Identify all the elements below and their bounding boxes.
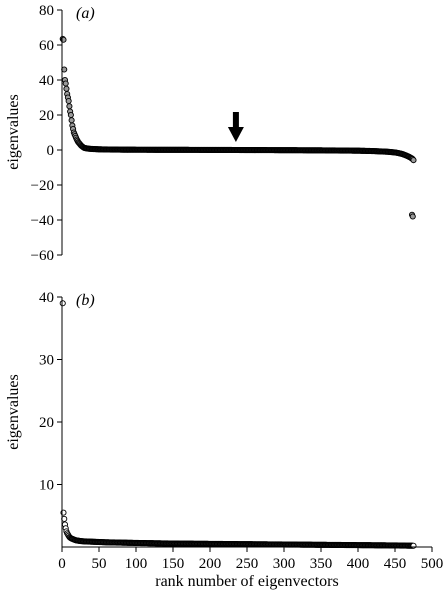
panel-a-data-point — [67, 111, 74, 119]
panel-b-y-tick-label: 20 — [39, 415, 54, 431]
panel-a-data-point — [409, 213, 416, 220]
panel-b-y-tick-label: 30 — [39, 353, 54, 369]
panel-a-y-tick-label: 60 — [39, 38, 54, 54]
panel-b-x-tick-label: 200 — [199, 556, 222, 572]
panel-b-data-points — [59, 300, 417, 549]
panel-a: (a) 80 60 40 20 0 −20 −40 −60 eigenvalues — [5, 3, 417, 264]
panel-a-data-points — [59, 35, 417, 220]
panel-a-y-tick-label: −60 — [31, 248, 54, 264]
panel-b-x-axis-title: rank number of eigenvectors — [155, 573, 338, 590]
panel-b: (b) 40 30 20 10 0 50 100 150 200 250 300 350 400 450… — [5, 290, 443, 590]
panel-a-data-point — [62, 80, 69, 87]
arrow-shaft — [232, 112, 239, 128]
panel-b-data-point — [410, 542, 417, 549]
panel-b-x-tick-label: 150 — [162, 556, 185, 572]
panel-a-data-point — [63, 85, 70, 92]
panel-b-x-tick-label: 100 — [125, 556, 148, 572]
panel-a-data-point — [65, 97, 72, 105]
panel-b-x-ticks: 0 50 100 150 200 250 300 350 400 450 500 — [58, 547, 443, 572]
panel-a-y-tick-label: −40 — [31, 213, 54, 229]
panel-a-data-point — [410, 157, 417, 164]
panel-b-x-tick-label: 250 — [236, 556, 259, 572]
panel-b-x-tick-label: 450 — [384, 556, 407, 572]
panel-b-y-axis-title: eigenvalues — [5, 374, 22, 450]
panel-a-y-tick-label: 0 — [47, 143, 55, 159]
panel-a-y-tick-label: 80 — [39, 3, 54, 19]
panel-b-x-tick-label: 500 — [421, 556, 444, 572]
panel-b-y-tick-label: 10 — [39, 478, 54, 494]
panel-b-x-tick-label: 400 — [347, 556, 370, 572]
panel-b-y-ticks: 40 30 20 10 — [39, 290, 62, 494]
panel-a-data-point — [68, 117, 75, 124]
panel-a-y-tick-label: 20 — [39, 108, 54, 124]
panel-b-x-tick-label: 50 — [92, 556, 107, 572]
panel-a-y-tick-label: 40 — [39, 73, 54, 89]
panel-b-x-tick-label: 0 — [58, 556, 66, 572]
panel-b-x-tick-label: 300 — [273, 556, 296, 572]
panel-a-label: (a) — [76, 5, 95, 22]
panel-b-x-tick-label: 350 — [310, 556, 333, 572]
panel-a-data-point — [66, 103, 73, 110]
arrow-head — [227, 127, 244, 142]
panel-b-y-tick-label: 40 — [39, 290, 54, 306]
panel-a-y-tick-label: −20 — [31, 178, 54, 194]
arrow-annotation — [227, 112, 244, 142]
panel-a-y-axis-title: eigenvalues — [5, 94, 22, 170]
panel-b-label: (b) — [76, 292, 95, 309]
panel-b-data-point — [59, 300, 66, 307]
panel-a-y-ticks: 80 60 40 20 0 −20 −40 −60 — [31, 3, 62, 264]
